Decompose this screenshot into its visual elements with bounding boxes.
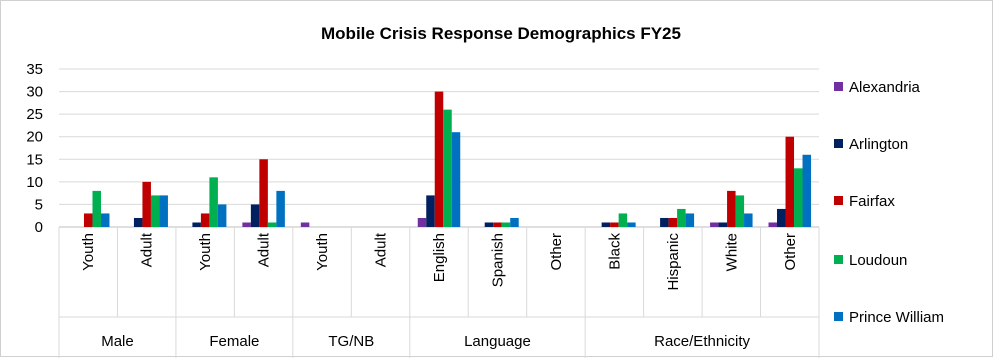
group-label: Language xyxy=(464,333,531,350)
bars xyxy=(83,91,812,227)
bar-arlington xyxy=(601,222,611,227)
legend-label: Alexandria xyxy=(849,79,921,96)
bar-prince-william xyxy=(510,217,519,227)
category-label: Youth xyxy=(314,233,331,271)
legend-swatch xyxy=(834,255,843,264)
bar-arlington xyxy=(133,217,143,227)
y-tick-label: 35 xyxy=(26,61,43,78)
bar-prince-william xyxy=(802,154,812,227)
y-tick-label: 20 xyxy=(26,129,43,146)
category-label: Other xyxy=(782,233,799,271)
bar-loudoun xyxy=(92,190,101,227)
bar-alexandria xyxy=(417,217,427,227)
bar-prince-william xyxy=(217,204,227,227)
category-label: Other xyxy=(548,233,565,271)
bar-prince-william xyxy=(100,213,110,227)
category-label: White xyxy=(723,233,740,271)
group-label: Race/Ethnicity xyxy=(654,333,750,350)
category-label: Youth xyxy=(197,233,214,271)
bar-arlington xyxy=(426,195,435,227)
category-label: English xyxy=(431,233,448,282)
chart-title: Mobile Crisis Response Demographics FY25 xyxy=(321,24,681,43)
bar-fairfax xyxy=(785,136,795,227)
bar-fairfax xyxy=(259,159,268,227)
legend-swatch xyxy=(834,312,843,321)
y-tick-label: 5 xyxy=(35,196,43,213)
bar-loudoun xyxy=(267,222,277,227)
bar-prince-william xyxy=(685,213,695,227)
legend-label: Fairfax xyxy=(849,193,895,210)
bar-arlington xyxy=(777,208,786,227)
bar-alexandria xyxy=(710,222,719,227)
category-label: Adult xyxy=(139,232,156,267)
category-label: Black xyxy=(606,233,623,270)
y-tick-label: 0 xyxy=(35,219,43,236)
y-tick-label: 15 xyxy=(26,151,43,168)
legend-swatch xyxy=(834,82,843,91)
bar-alexandria xyxy=(300,222,310,227)
bar-fairfax xyxy=(727,190,736,227)
group-label: Female xyxy=(209,333,259,350)
category-label: Youth xyxy=(80,233,97,271)
bar-fairfax xyxy=(493,222,502,227)
bar-arlington xyxy=(660,217,669,227)
bar-fairfax xyxy=(83,213,93,227)
legend-label: Prince William xyxy=(849,309,944,326)
bar-prince-william xyxy=(276,190,285,227)
y-tick-label: 10 xyxy=(26,174,43,191)
bar-fairfax xyxy=(610,222,619,227)
category-label: Spanish xyxy=(489,233,506,287)
bar-loudoun xyxy=(150,195,160,227)
y-tick-label: 30 xyxy=(26,84,43,101)
legend-swatch xyxy=(834,196,843,205)
legend-label: Arlington xyxy=(849,136,908,153)
category-labels: Youth Adult Youth Adult Youth Adult English Spa… xyxy=(80,232,799,350)
bar-fairfax xyxy=(142,181,151,227)
bar-prince-william xyxy=(744,213,753,227)
legend-swatch xyxy=(834,139,843,148)
bar-loudoun xyxy=(501,222,511,227)
bar-arlington xyxy=(718,222,728,227)
category-label: Adult xyxy=(256,232,273,267)
bar-fairfax xyxy=(200,213,210,227)
group-label: TG/NB xyxy=(328,333,374,350)
legend: Alexandria Arlington Fairfax Loudoun Prince … xyxy=(834,79,944,326)
legend-label: Loudoun xyxy=(849,252,907,269)
bar-fairfax xyxy=(668,217,678,227)
bar-loudoun xyxy=(677,208,686,227)
bar-loudoun xyxy=(443,109,452,227)
bar-arlington xyxy=(250,204,260,227)
bar-fairfax xyxy=(434,91,444,227)
bar-prince-william xyxy=(627,222,636,227)
bar-loudoun xyxy=(735,195,745,227)
category-label: Adult xyxy=(373,232,390,267)
bar-alexandria xyxy=(768,222,778,227)
bar-alexandria xyxy=(242,222,251,227)
bar-loudoun xyxy=(794,168,803,227)
bar-prince-william xyxy=(159,195,168,227)
group-label: Male xyxy=(101,333,134,350)
y-tick-label: 25 xyxy=(26,106,43,123)
bar-loudoun xyxy=(618,213,628,227)
category-label: Hispanic xyxy=(665,233,682,291)
bar-arlington xyxy=(192,222,201,227)
bar-prince-william xyxy=(451,132,461,227)
bar-arlington xyxy=(484,222,494,227)
bar-loudoun xyxy=(209,177,218,227)
